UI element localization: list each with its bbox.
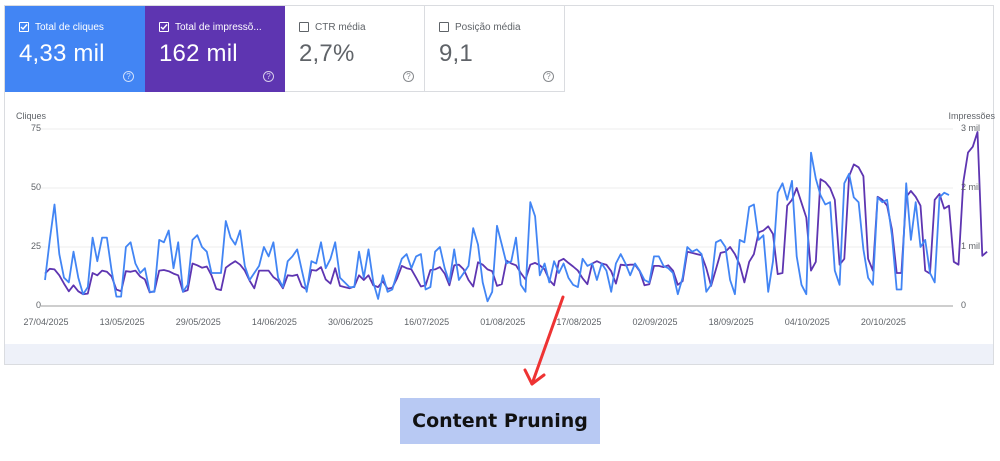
x-tick-label: 17/08/2025: [556, 317, 602, 327]
x-tick-label: 29/05/2025: [175, 317, 221, 327]
checkbox-unchecked-icon[interactable]: [299, 22, 309, 32]
metric-label: Posição média: [455, 21, 521, 33]
metric-label: CTR média: [315, 21, 366, 33]
checkbox-checked-icon[interactable]: [19, 22, 29, 32]
left-axis-title: Cliques: [16, 111, 47, 121]
x-tick-label: 13/05/2025: [99, 317, 145, 327]
metric-card-clicks[interactable]: Total de cliques 4,33 mil?: [5, 6, 145, 92]
help-icon[interactable]: ?: [123, 71, 134, 82]
x-tick-label: 01/08/2025: [480, 317, 526, 327]
performance-chart: Cliques Impressões 0 0 25 1 mil 50 2 mil 75 3 m…: [5, 106, 995, 346]
metric-value: 9,1: [439, 40, 473, 67]
metric-card-pos[interactable]: Posição média 9,1?: [425, 6, 565, 92]
help-icon[interactable]: ?: [263, 71, 274, 82]
metric-header: CTR média: [299, 20, 424, 34]
series-line-clicks[interactable]: [44, 151, 950, 303]
x-tick-label: 04/10/2025: [784, 317, 830, 327]
y-tick-right: 0: [961, 300, 967, 310]
y-tick-right: 2 mil: [961, 182, 981, 192]
metric-cards: Total de cliques 4,33 mil? Total de impres…: [5, 6, 565, 92]
y-tick-right: 3 mil: [961, 123, 981, 133]
chart-footer-band: [5, 344, 993, 364]
checkbox-checked-icon[interactable]: [159, 22, 169, 32]
chart-plot-area[interactable]: [5, 106, 995, 346]
metric-header: Total de cliques: [19, 20, 144, 34]
performance-card: Total de cliques 4,33 mil? Total de impres…: [4, 5, 995, 365]
metric-value: 4,33 mil: [19, 40, 105, 67]
x-tick-label: 16/07/2025: [404, 317, 450, 327]
metric-value: 2,7%: [299, 40, 355, 67]
metric-label: Total de cliques: [35, 21, 104, 33]
y-tick-right: 1 mil: [961, 241, 981, 251]
metric-label: Total de impressõ...: [175, 21, 262, 33]
x-tick-label: 14/06/2025: [251, 317, 297, 327]
x-tick-label: 27/04/2025: [23, 317, 69, 327]
metric-value: 162 mil: [159, 40, 238, 67]
y-tick-left: 50: [30, 182, 41, 192]
metric-header: Total de impressõ...: [159, 20, 284, 34]
x-tick-label: 18/09/2025: [708, 317, 754, 327]
y-tick-left: 75: [30, 123, 41, 133]
x-tick-label: 30/06/2025: [327, 317, 374, 327]
help-icon[interactable]: ?: [543, 71, 554, 82]
checkbox-unchecked-icon[interactable]: [439, 22, 449, 32]
metric-card-impr[interactable]: Total de impressõ... 162 mil?: [145, 6, 285, 92]
y-tick-left: 0: [35, 300, 41, 310]
metric-header: Posição média: [439, 20, 564, 34]
series-line-impressions[interactable]: [44, 131, 988, 296]
metric-card-ctr[interactable]: CTR média 2,7%?: [285, 6, 425, 92]
help-icon[interactable]: ?: [403, 71, 414, 82]
x-tick-label: 20/10/2025: [860, 317, 906, 327]
content-pruning-label: Content Pruning: [400, 398, 600, 444]
y-tick-left: 25: [30, 241, 41, 251]
x-tick-label: 02/09/2025: [632, 317, 678, 327]
right-axis-title: Impressões: [948, 111, 995, 121]
